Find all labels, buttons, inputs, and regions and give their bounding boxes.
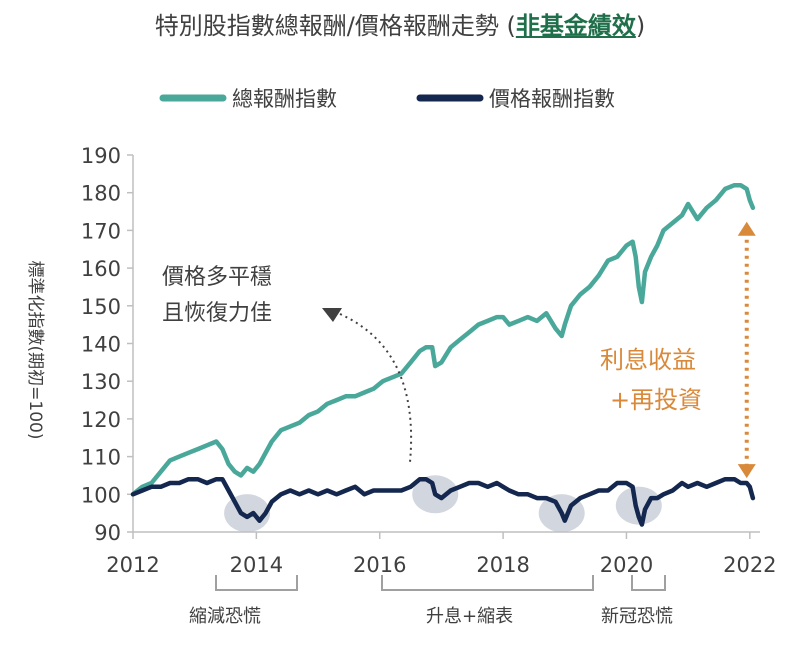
y-tick-label: 170 xyxy=(81,219,121,243)
period-brackets: 縮減恐慌 升息+縮表 新冠恐慌 xyxy=(189,575,673,627)
series-lines xyxy=(130,182,756,527)
y-tick-label: 130 xyxy=(81,370,121,394)
title-highlight: 非基金績效 xyxy=(515,12,636,40)
y-tick-label: 110 xyxy=(81,446,121,470)
y-tick-label: 190 xyxy=(81,144,121,168)
x-tick-label: 2018 xyxy=(476,553,529,577)
y-tick-label: 100 xyxy=(81,483,121,507)
legend-label-price: 價格報酬指數 xyxy=(489,87,615,111)
annotation-stable: 價格多平穩 且恢復力佳 xyxy=(162,265,413,463)
highlight-bubbles xyxy=(224,475,662,533)
chart-title: 特別股指數總報酬/價格報酬走勢 (非基金績效) xyxy=(0,6,800,41)
annotation-stable-line2: 且恢復力佳 xyxy=(162,301,272,326)
annotation-stable-line1: 價格多平穩 xyxy=(162,265,272,290)
x-tick-label: 2016 xyxy=(353,553,406,577)
period-taper: 縮減恐慌 xyxy=(189,606,261,627)
y-tick-label: 180 xyxy=(81,182,121,206)
y-axis-label: 標準化指數(期初=100) xyxy=(25,261,45,440)
bracket-hike xyxy=(381,575,594,591)
x-tick-label: 2014 xyxy=(230,553,283,577)
x-tick-label: 2022 xyxy=(723,553,776,577)
annotation-income-line1: 利息收益 xyxy=(600,346,696,374)
income-arrow-bottom xyxy=(737,464,756,479)
period-covid: 新冠恐慌 xyxy=(601,606,673,627)
bracket-covid xyxy=(631,575,666,591)
y-tick-label: 160 xyxy=(81,257,121,281)
x-tick-label: 2020 xyxy=(600,553,653,577)
x-tick-label: 2012 xyxy=(106,553,159,577)
legend: 總報酬指數 價格報酬指數 xyxy=(159,87,615,111)
series-line-total-return xyxy=(130,182,756,497)
bracket-taper xyxy=(215,575,298,591)
axes: 190 180 170 160 150 140 130 120 110 100 90 2012 2014… xyxy=(81,144,777,577)
y-tick-label: 150 xyxy=(81,295,121,319)
annotation-dotted-arrow xyxy=(339,313,413,463)
annotation-arrow-head xyxy=(322,308,342,322)
y-tick-label: 140 xyxy=(81,333,121,357)
series-line-price-return xyxy=(130,476,756,527)
title-end: ) xyxy=(635,12,646,40)
y-tick-label: 90 xyxy=(94,521,121,545)
y-tick-label: 120 xyxy=(81,408,121,432)
period-hike: 升息+縮表 xyxy=(426,606,513,627)
annotation-income-line2: +再投資 xyxy=(610,386,702,414)
legend-label-total: 總報酬指數 xyxy=(232,87,337,111)
annotation-income: 利息收益 +再投資 xyxy=(600,221,756,479)
title-main: 特別股指數總報酬/價格報酬走勢 ( xyxy=(154,12,516,40)
income-arrow-top xyxy=(737,221,756,236)
